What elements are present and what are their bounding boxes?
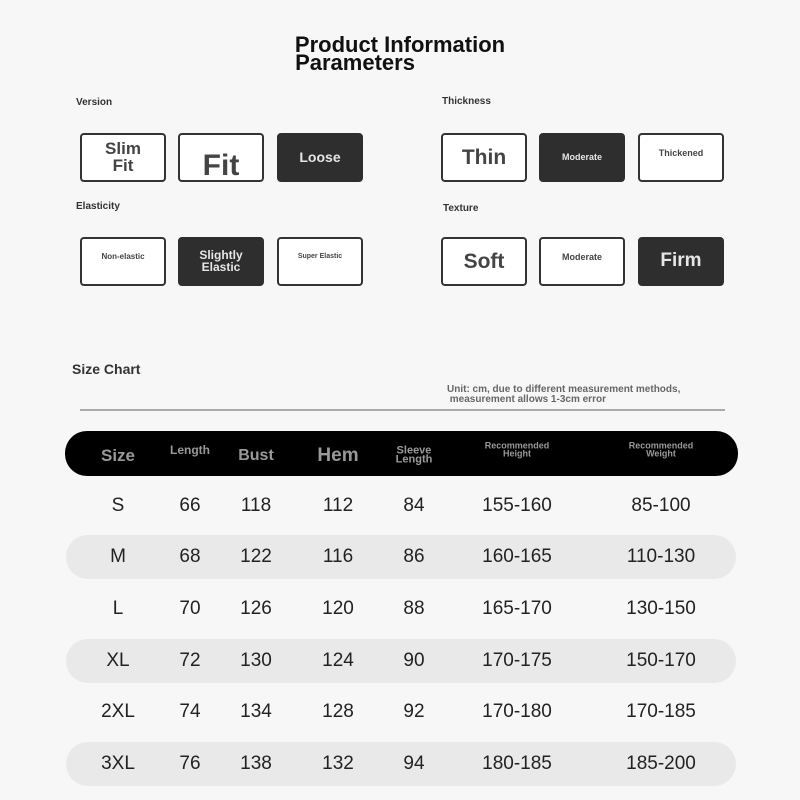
size-label: L	[112, 598, 124, 619]
table-cell: 68	[179, 546, 201, 567]
group-label-version: Version	[76, 97, 113, 108]
size-label: 2XL	[101, 701, 135, 722]
column-header: Recommended Weight	[628, 440, 694, 458]
table-cell: 132	[322, 753, 354, 774]
page-subtitle: Parameters	[295, 50, 415, 75]
column-header: Sleeve Length	[395, 444, 433, 466]
table-cell: 150-170	[626, 650, 696, 671]
table-cell: 112	[322, 495, 354, 516]
table-cell: 185-200	[626, 753, 696, 774]
column-header: Length	[170, 442, 210, 457]
table-cell: 122	[240, 546, 272, 567]
table-cell: 85-100	[631, 495, 691, 516]
option-slim-fit: Slim Fit	[80, 133, 166, 182]
size-table-header: Size Length Bust Hem Sleeve Length Recommende…	[65, 431, 738, 476]
table-cell: 160-165	[482, 546, 552, 567]
option-moderate: Moderate	[539, 237, 625, 286]
table-cell: 116	[322, 546, 354, 567]
option-slightly-elastic: Slightly Elastic	[178, 237, 264, 286]
option-thickened: Thickened	[638, 133, 724, 182]
size-label: M	[110, 546, 126, 567]
option-fit: Fit	[178, 133, 264, 182]
size-label: XL	[106, 650, 130, 671]
option-super-elastic: Super Elastic	[277, 237, 363, 286]
table-cell: 124	[322, 650, 354, 671]
option-soft: Soft	[441, 237, 527, 286]
column-header: Hem	[317, 444, 359, 466]
table-cell: 88	[403, 598, 425, 619]
unit-note: Unit: cm, due to different measurement m…	[447, 384, 681, 405]
option-non-elastic: Non-elastic	[80, 237, 166, 286]
column-header: Bust	[238, 447, 274, 465]
table-cell: 66	[179, 495, 201, 516]
size-label: 3XL	[101, 753, 135, 774]
table-cell: 120	[322, 598, 354, 619]
table-cell: 170-185	[626, 701, 696, 722]
size-label: S	[111, 495, 125, 516]
table-cell: 126	[240, 598, 272, 619]
page-title: Product Information	[294, 32, 506, 57]
table-cell: 155-160	[482, 495, 552, 516]
table-cell: 118	[240, 495, 272, 516]
table-cell: 76	[179, 753, 201, 774]
option-loose: Loose	[277, 133, 363, 182]
table-cell: 138	[240, 753, 272, 774]
column-header: Recommended Height	[484, 440, 550, 458]
divider	[80, 409, 725, 411]
row-stripe	[66, 742, 736, 786]
row-stripe	[66, 535, 736, 579]
table-cell: 86	[403, 546, 425, 567]
size-chart-title: Size Chart	[72, 361, 141, 377]
group-label-elasticity: Elasticity	[76, 201, 120, 212]
table-cell: 92	[403, 701, 425, 722]
row-stripe	[66, 639, 736, 683]
table-cell: 72	[179, 650, 201, 671]
group-label-texture: Texture	[443, 203, 479, 214]
table-cell: 130-150	[626, 598, 696, 619]
option-thin: Thin	[441, 133, 527, 182]
option-moderate: Moderate	[539, 133, 625, 182]
table-cell: 84	[403, 495, 425, 516]
column-header: Size	[100, 445, 136, 465]
table-cell: 130	[240, 650, 272, 671]
table-cell: 94	[403, 753, 425, 774]
table-cell: 70	[179, 598, 201, 619]
table-cell: 170-180	[482, 701, 552, 722]
table-cell: 74	[179, 701, 201, 722]
table-cell: 170-175	[482, 650, 552, 671]
option-firm: Firm	[638, 237, 724, 286]
group-label-thickness: Thickness	[442, 96, 491, 107]
table-cell: 90	[403, 650, 425, 671]
table-cell: 134	[240, 701, 272, 722]
table-cell: 110-130	[626, 546, 696, 567]
table-cell: 165-170	[482, 598, 552, 619]
table-cell: 128	[322, 701, 354, 722]
table-cell: 180-185	[482, 753, 552, 774]
